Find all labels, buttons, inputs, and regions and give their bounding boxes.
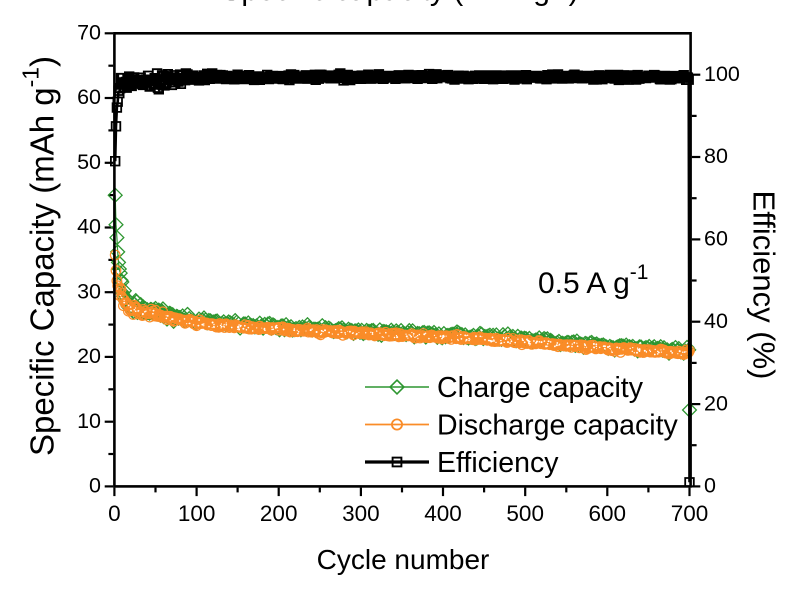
svg-text:40: 40: [77, 215, 101, 239]
svg-text:500: 500: [506, 501, 544, 526]
svg-text:Specific Capacity (mAh g-1): Specific Capacity (mAh g-1): [18, 56, 61, 456]
svg-text:20: 20: [77, 344, 101, 368]
svg-text:Specific capacity (mAh g-1): Specific capacity (mAh g-1): [221, 0, 578, 7]
svg-text:60: 60: [704, 227, 728, 251]
svg-text:70: 70: [77, 21, 101, 45]
svg-text:60: 60: [77, 85, 101, 109]
svg-text:700: 700: [671, 501, 709, 526]
svg-text:100: 100: [178, 501, 216, 526]
svg-text:0: 0: [108, 501, 121, 526]
svg-text:0: 0: [89, 474, 101, 498]
svg-text:10: 10: [77, 409, 101, 433]
svg-text:600: 600: [589, 501, 627, 526]
svg-text:Cycle number: Cycle number: [317, 544, 490, 575]
svg-text:80: 80: [704, 144, 728, 168]
svg-text:100: 100: [704, 62, 740, 86]
svg-text:Efficiency: Efficiency: [437, 447, 559, 479]
svg-text:Discharge capacity: Discharge capacity: [437, 409, 679, 441]
svg-text:30: 30: [77, 279, 101, 303]
svg-text:0: 0: [704, 474, 716, 498]
svg-text:Efficiency (%): Efficiency (%): [747, 191, 782, 380]
svg-text:50: 50: [77, 150, 101, 174]
svg-text:400: 400: [424, 501, 462, 526]
svg-text:Charge capacity: Charge capacity: [437, 372, 644, 404]
svg-text:20: 20: [704, 391, 728, 415]
svg-text:300: 300: [342, 501, 380, 526]
svg-text:200: 200: [260, 501, 298, 526]
svg-text:40: 40: [704, 309, 728, 333]
